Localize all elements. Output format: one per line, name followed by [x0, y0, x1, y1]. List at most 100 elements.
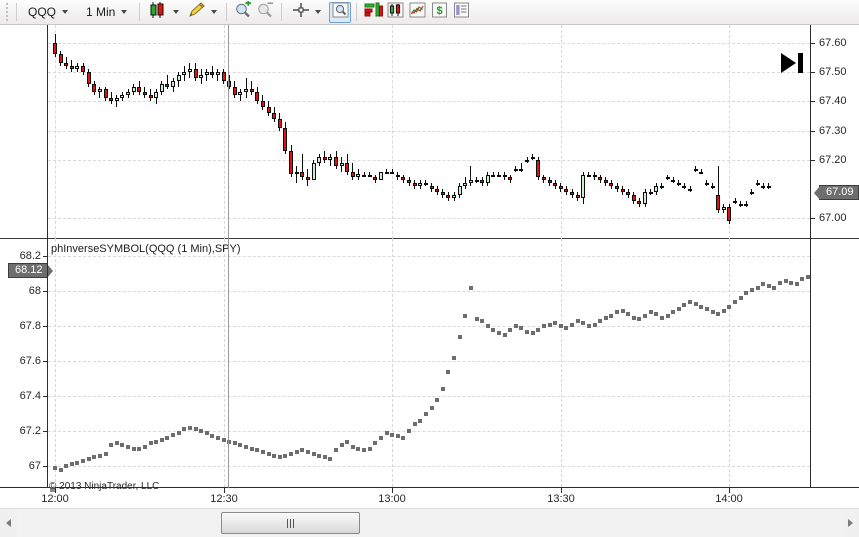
candlestick-bar: [423, 180, 428, 187]
zoom-region-button[interactable]: [329, 1, 352, 23]
price-axis-tick: [810, 160, 815, 161]
candlestick-body: [395, 174, 400, 178]
indicator-point: [766, 284, 771, 289]
indicator-point: [710, 310, 715, 315]
candlestick-body: [362, 174, 367, 177]
zoom-in-icon: [234, 0, 253, 24]
indicator-point: [671, 310, 676, 315]
indicator-point: [733, 299, 738, 304]
order-entry-icon: $: [431, 2, 448, 23]
indicator-point: [564, 326, 569, 331]
indicator-point: [238, 443, 243, 448]
price-axis-tick: [810, 101, 815, 102]
candlestick-bar: [182, 66, 187, 81]
candlestick-bar: [120, 92, 125, 102]
candlestick-bar: [322, 151, 327, 163]
candlestick-bar: [367, 171, 372, 178]
instrument-selector[interactable]: QQQ: [22, 2, 72, 23]
price-gridline-h: [48, 43, 810, 44]
scroll-left-arrow[interactable]: [0, 509, 17, 537]
zoom-out-button[interactable]: [254, 1, 276, 23]
candlestick-body: [575, 195, 580, 198]
indicator-point: [609, 313, 614, 318]
chart-type-button[interactable]: [145, 1, 183, 23]
scroll-right-arrow[interactable]: [842, 509, 859, 537]
indicator-axis-label: 67.4: [19, 390, 41, 402]
candlestick-body: [423, 183, 428, 186]
candlestick-bar: [446, 192, 451, 201]
zoom-in-button[interactable]: [232, 0, 254, 24]
indicator-point: [519, 326, 524, 331]
indicator-point: [356, 446, 361, 451]
toolbar-drag-grip[interactable]: [2, 2, 11, 23]
indicator-value-tag: 68.12: [8, 262, 53, 278]
candlestick-bar: [418, 180, 423, 190]
candlestick-bar: [766, 183, 771, 190]
chevron-down-icon: [211, 10, 218, 14]
candlestick-bar: [749, 189, 754, 196]
candlestick-bar: [491, 171, 496, 178]
candlestick-body: [154, 92, 159, 99]
candlestick-body: [704, 183, 709, 186]
candlestick-bar: [227, 74, 232, 90]
skip-to-end-icon[interactable]: [781, 53, 803, 73]
indicator-panel[interactable]: 68.2 68 67.8 67.6 67.4 67.2 67 68.12 phInverseS…: [0, 239, 859, 508]
candlestick-bar: [249, 80, 254, 96]
candlestick-body: [564, 189, 569, 193]
candlestick-body: [744, 203, 749, 206]
interval-selector[interactable]: 1 Min: [80, 2, 131, 23]
candlestick-body: [69, 66, 74, 69]
candlestick-body: [390, 171, 395, 174]
candlestick-bar: [148, 89, 153, 102]
indicator-point: [777, 280, 782, 285]
candlestick-bar: [558, 183, 563, 193]
price-gridline-v: [392, 25, 393, 239]
horizontal-scrollbar[interactable]: [0, 508, 859, 537]
candlestick-bar: [395, 171, 400, 181]
crosshair-button[interactable]: [287, 2, 325, 23]
candlestick-wick: [470, 165, 472, 187]
indicator-point: [244, 444, 249, 449]
scrollbar-track[interactable]: [17, 509, 842, 537]
indicator-point: [738, 296, 743, 301]
candlestick-body: [676, 183, 681, 186]
candlestick-bar: [277, 112, 282, 131]
indicator-axis-tick: [43, 431, 48, 432]
indicators-button[interactable]: [384, 2, 406, 23]
strategies-button[interactable]: [406, 2, 428, 23]
data-series-button[interactable]: [362, 2, 384, 23]
candlestick-body: [103, 89, 108, 99]
time-x-axis[interactable]: 12:00 12:30 13:00 13:30 14:00: [0, 488, 859, 508]
price-axis-tick: [810, 72, 815, 73]
time-axis-label: 12:00: [41, 493, 69, 505]
price-panel[interactable]: 67.60 67.50 67.40 67.30 67.20 67.00 67.09: [0, 25, 859, 239]
candlestick-bar: [378, 171, 383, 181]
candlestick-body: [75, 66, 80, 69]
chart-canvas[interactable]: 67.60 67.50 67.40 67.30 67.20 67.00 67.09 68.2…: [0, 25, 859, 508]
indicator-plot-bottom-border: [0, 487, 859, 488]
scrollbar-thumb[interactable]: [221, 512, 360, 534]
indicator-axis-tick: [43, 291, 48, 292]
candlestick-body: [176, 74, 181, 81]
candlestick-bar: [97, 86, 102, 99]
copyright-label: © 2013 NinjaTrader, LLC: [49, 481, 160, 492]
indicator-point: [772, 285, 777, 290]
candlestick-bar: [541, 174, 546, 184]
candlestick-wick: [116, 95, 118, 108]
drawing-tools-button[interactable]: [183, 1, 221, 23]
candlestick-bar: [356, 168, 361, 181]
indicator-axis-tick: [43, 361, 48, 362]
candlestick-body: [665, 177, 670, 180]
properties-button[interactable]: [450, 2, 472, 23]
time-axis-tick: [561, 488, 562, 493]
candlestick-body: [401, 177, 406, 181]
candlestick-bar: [86, 68, 91, 87]
order-entry-button[interactable]: $: [428, 2, 450, 23]
candlestick-body: [738, 203, 743, 206]
indicator-point: [603, 315, 608, 320]
candlestick-bar: [682, 183, 687, 190]
candlestick-body: [317, 156, 322, 163]
candlestick-body: [592, 174, 597, 178]
indicators-icon: [387, 2, 404, 23]
indicator-point: [187, 425, 192, 430]
